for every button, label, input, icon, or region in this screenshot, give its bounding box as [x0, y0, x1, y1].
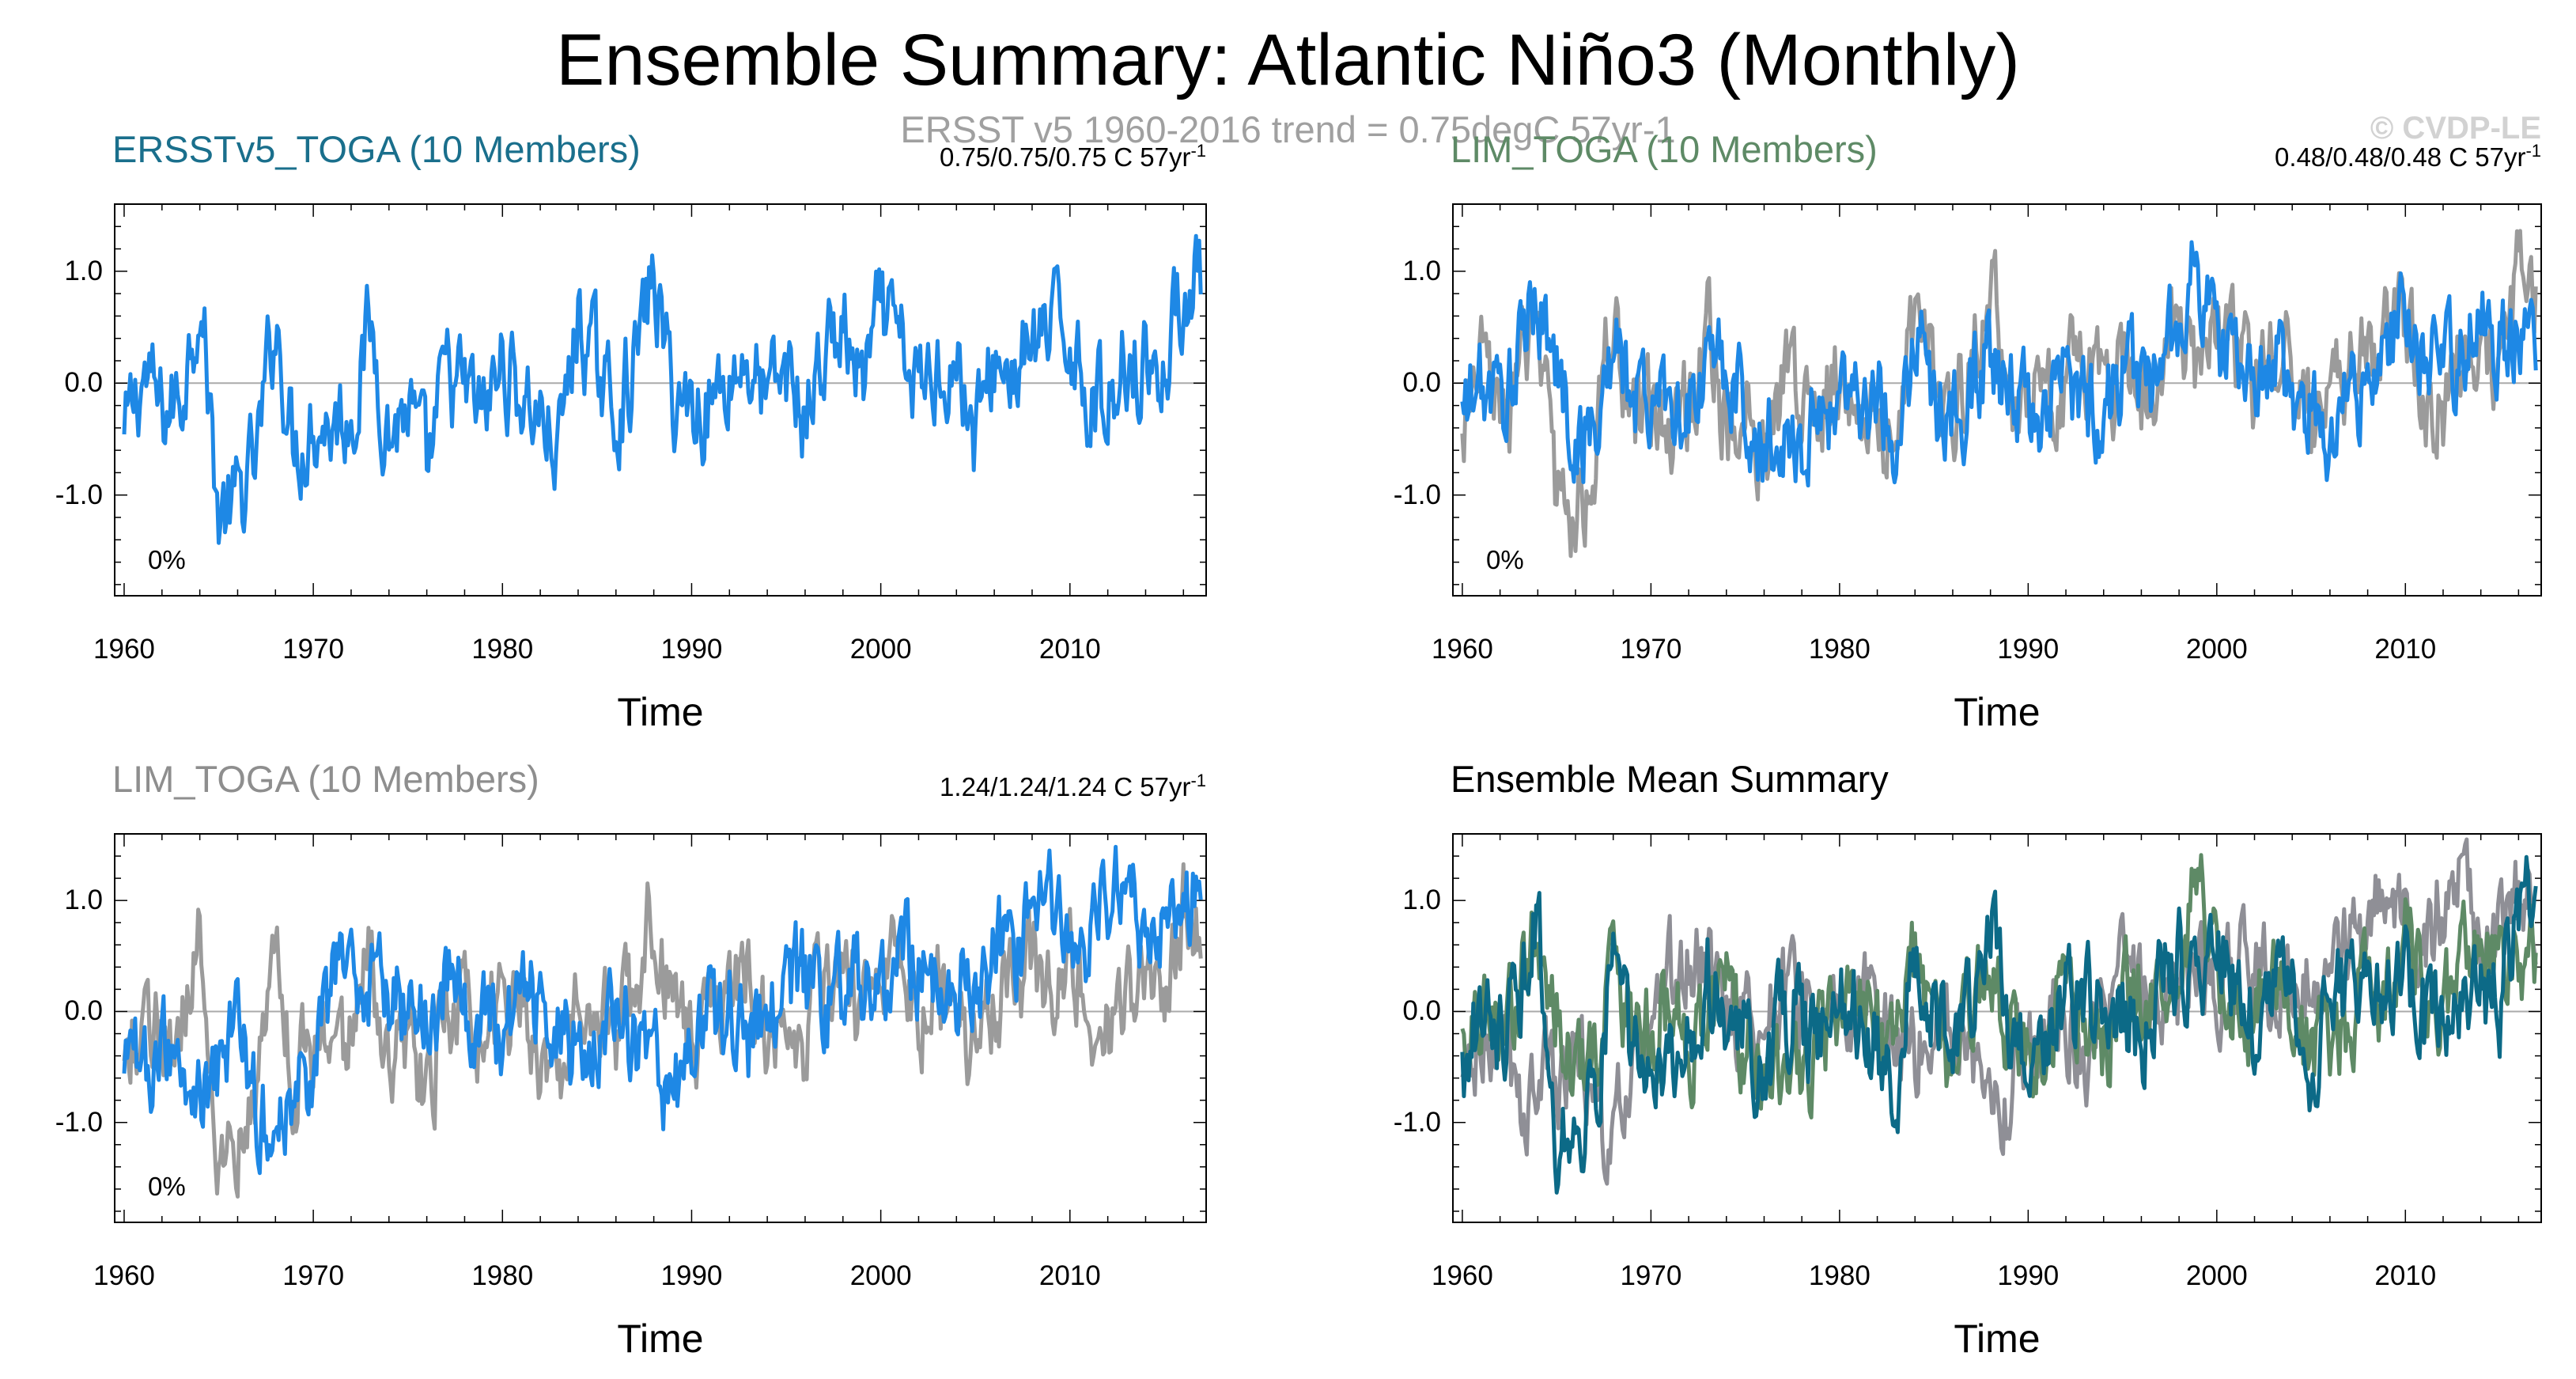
plot-panel-1	[114, 203, 1207, 597]
plot-panel-4	[1452, 833, 2542, 1223]
x-axis-label: Time	[617, 690, 704, 734]
panel-title: ERSSTv5_TOGA (10 Members)	[112, 128, 641, 170]
x-tick-label: 1990	[660, 1260, 723, 1291]
trend-exponent: -1	[1190, 141, 1206, 161]
trend-value: 1.24/1.24/1.24 C 57yr	[940, 772, 1191, 801]
x-tick-label: 1990	[1997, 1260, 2060, 1291]
panel-trend-text: 0.48/0.48/0.48 C 57yr-1	[2275, 141, 2541, 172]
x-tick-label: 2000	[849, 634, 912, 665]
x-tick-label: 1970	[282, 1260, 345, 1291]
x-axis-label: Time	[617, 1316, 704, 1361]
series-line-2	[122, 844, 1203, 1176]
x-tick-label: 1980	[1808, 1260, 1871, 1291]
panel-title: Ensemble Mean Summary	[1451, 758, 1889, 800]
x-tick-label: 2010	[1038, 1260, 1101, 1291]
plot-frame	[114, 833, 1207, 1223]
y-tick-label: 1.0	[64, 885, 103, 916]
x-tick-label: 1960	[1431, 1260, 1493, 1291]
x-tick-label: 1960	[93, 1260, 155, 1291]
trend-value: 0.75/0.75/0.75 C 57yr	[940, 142, 1191, 172]
panel-title: LIM_TOGA (10 Members)	[1451, 128, 1878, 170]
y-tick-label: 0.0	[1402, 995, 1441, 1027]
x-tick-label: 2010	[1038, 634, 1101, 665]
x-tick-label: 1960	[1431, 634, 1493, 665]
y-tick-label: 0.0	[64, 995, 103, 1027]
x-tick-label: 1970	[282, 634, 345, 665]
x-tick-label: 1970	[1620, 1260, 1682, 1291]
x-axis-label: Time	[1954, 690, 2041, 734]
panel-trend-text: 0.75/0.75/0.75 C 57yr-1	[940, 141, 1206, 172]
series-line-2	[1460, 240, 2538, 488]
x-tick-label: 1990	[660, 634, 723, 665]
x-tick-label: 2000	[2185, 634, 2248, 665]
percent-label: 0%	[1486, 545, 1524, 574]
y-tick-label: -1.0	[1393, 479, 1441, 510]
trend-exponent: -1	[1190, 771, 1206, 790]
x-tick-label: 1960	[93, 634, 155, 665]
x-tick-label: 1970	[1620, 634, 1682, 665]
y-tick-label: 0.0	[1402, 367, 1441, 399]
y-tick-label: 1.0	[64, 255, 103, 286]
y-tick-label: -1.0	[1393, 1106, 1441, 1138]
trend-exponent: -1	[2525, 141, 2541, 161]
plot-frame	[1452, 203, 2542, 597]
y-tick-label: -1.0	[55, 479, 103, 510]
y-tick-label: -1.0	[55, 1106, 103, 1138]
x-tick-label: 2010	[2374, 1260, 2437, 1291]
x-tick-label: 2000	[849, 1260, 912, 1291]
y-tick-label: 1.0	[1402, 255, 1441, 286]
x-tick-label: 1980	[471, 634, 534, 665]
x-tick-label: 1980	[1808, 634, 1871, 665]
percent-label: 0%	[148, 545, 186, 574]
plot-frame	[114, 203, 1207, 597]
series-line-3	[1460, 854, 2538, 1195]
copyright: © CVDP-LE	[2370, 111, 2541, 146]
y-tick-label: 1.0	[1402, 885, 1441, 916]
x-tick-label: 2000	[2185, 1260, 2248, 1291]
x-tick-label: 1990	[1997, 634, 2060, 665]
panel-trend-text: 1.24/1.24/1.24 C 57yr-1	[940, 771, 1206, 801]
x-axis-label: Time	[1954, 1316, 2041, 1361]
plot-panel-2	[1452, 203, 2542, 597]
main-title: Ensemble Summary: Atlantic Niño3 (Monthl…	[556, 20, 2020, 100]
x-tick-label: 1980	[471, 1260, 534, 1291]
percent-label: 0%	[148, 1172, 186, 1201]
series-line-1	[122, 862, 1203, 1199]
panel-title: LIM_TOGA (10 Members)	[112, 758, 539, 800]
subtitle: ERSST v5 1960-2016 trend = 0.75degC 57yr…	[900, 108, 1676, 150]
series-line-1	[122, 233, 1203, 545]
x-tick-label: 2010	[2374, 634, 2437, 665]
plot-panel-3	[114, 833, 1207, 1223]
y-tick-label: 0.0	[64, 367, 103, 399]
plot-frame	[1452, 833, 2542, 1223]
trend-value: 0.48/0.48/0.48 C 57yr	[2275, 142, 2526, 172]
